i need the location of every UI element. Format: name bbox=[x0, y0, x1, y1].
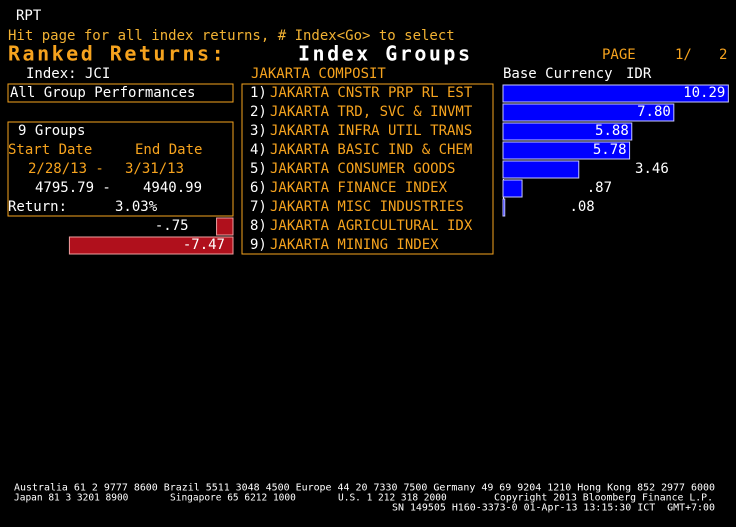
start-label: Start Date bbox=[8, 142, 92, 158]
return-bar bbox=[502, 179, 523, 198]
footer-text: Copyright 2013 Bloomberg Finance L.P. bbox=[494, 493, 713, 504]
return-label: 5.78 bbox=[593, 142, 627, 158]
return-label: -7.47 bbox=[183, 237, 225, 253]
currency-label: Base Currency bbox=[503, 66, 613, 82]
all-groups-link[interactable]: All Group Performances bbox=[10, 85, 195, 101]
end-date: 3/31/13 bbox=[125, 161, 184, 177]
all-groups-box bbox=[7, 83, 234, 103]
page-label: PAGE bbox=[602, 47, 636, 63]
end-label: End Date bbox=[135, 142, 202, 158]
return-bar bbox=[502, 160, 580, 179]
subtitle: Index Groups bbox=[298, 42, 473, 66]
group-number[interactable]: 7) bbox=[250, 199, 267, 215]
return-bar bbox=[502, 141, 631, 160]
group-name[interactable]: JAKARTA TRD, SVC & INVMT bbox=[270, 104, 473, 120]
group-name[interactable]: JAKARTA AGRICULTURAL IDX bbox=[270, 218, 473, 234]
groups-box bbox=[241, 83, 494, 255]
return-label: .87 bbox=[587, 180, 612, 196]
page-count: 2 bbox=[719, 47, 727, 63]
return-bar bbox=[502, 198, 506, 217]
index-name: JAKARTA COMPOSIT bbox=[251, 66, 386, 82]
return-bar bbox=[502, 103, 675, 122]
page-number: 1/ bbox=[675, 47, 692, 63]
group-number[interactable]: 3) bbox=[250, 123, 267, 139]
group-name[interactable]: JAKARTA CNSTR PRP RL EST bbox=[270, 85, 473, 101]
end-value: 4940.99 bbox=[143, 180, 202, 196]
group-name[interactable]: JAKARTA INFRA UTIL TRANS bbox=[270, 123, 472, 139]
group-name[interactable]: JAKARTA FINANCE INDEX bbox=[270, 180, 448, 196]
return-bar bbox=[502, 84, 729, 103]
return-value: 3.03% bbox=[115, 199, 158, 215]
return-bar bbox=[502, 122, 633, 141]
group-number[interactable]: 6) bbox=[250, 180, 267, 196]
screen-code: RPT bbox=[16, 8, 42, 24]
group-number[interactable]: 2) bbox=[250, 104, 267, 120]
return-label: -.75 bbox=[155, 218, 189, 234]
group-count: 9 Groups bbox=[18, 123, 85, 139]
index-label: Index: JCI bbox=[26, 66, 110, 82]
footer-text: Japan 81 3 3201 8900 bbox=[14, 493, 129, 504]
return-label: Return: bbox=[8, 199, 67, 215]
footer-text: U.S. 1 212 318 2000 bbox=[338, 493, 447, 504]
footer-text: Australia 61 2 9777 8600 Brazil 5511 304… bbox=[14, 483, 715, 494]
group-number[interactable]: 5) bbox=[250, 161, 267, 177]
return-bar bbox=[68, 236, 234, 255]
footer-text: SN 149505 H160-3373-0 01-Apr-13 13:15:30… bbox=[392, 503, 715, 514]
group-name[interactable]: JAKARTA CONSUMER GOODS bbox=[270, 161, 455, 177]
return-label: 7.80 bbox=[637, 104, 671, 120]
footer-text: Singapore 65 6212 1000 bbox=[170, 493, 296, 504]
hint: Hit page for all index returns, # Index<… bbox=[8, 28, 455, 44]
title: Ranked Returns: bbox=[8, 42, 226, 66]
return-label: .08 bbox=[569, 199, 594, 215]
group-name[interactable]: JAKARTA MINING INDEX bbox=[270, 237, 439, 253]
group-name[interactable]: JAKARTA BASIC IND & CHEM bbox=[270, 142, 472, 158]
summary-box bbox=[7, 121, 234, 217]
group-number[interactable]: 9) bbox=[250, 237, 267, 253]
return-label: 3.46 bbox=[635, 161, 669, 177]
start-date: 2/28/13 - bbox=[28, 161, 104, 177]
return-label: 10.29 bbox=[683, 85, 725, 101]
group-name[interactable]: JAKARTA MISC INDUSTRIES bbox=[270, 199, 464, 215]
return-label: 5.88 bbox=[595, 123, 629, 139]
group-number[interactable]: 8) bbox=[250, 218, 267, 234]
group-number[interactable]: 1) bbox=[250, 85, 267, 101]
currency: IDR bbox=[626, 66, 652, 82]
start-value: 4795.79 - bbox=[35, 180, 111, 196]
group-number[interactable]: 4) bbox=[250, 142, 267, 158]
return-bar bbox=[216, 217, 234, 236]
